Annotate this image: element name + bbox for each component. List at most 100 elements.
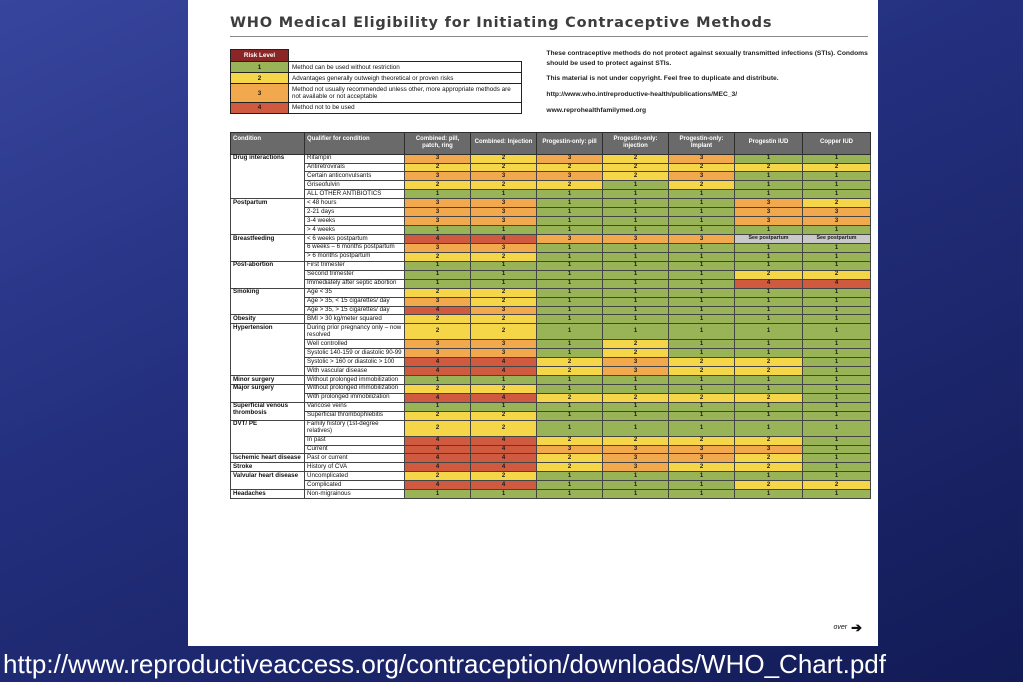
risk-cell: 1: [668, 242, 735, 253]
qualifier-cell: Current: [304, 444, 405, 455]
risk-cell: 3: [470, 171, 537, 182]
table-row: In past 4 4 2 2 2 2 1: [231, 435, 871, 446]
risk-legend: Risk Level 1 Method can be used without r…: [230, 49, 523, 115]
legend-text: Method not usually recommended unless ot…: [287, 83, 523, 103]
risk-cell: 1: [802, 323, 871, 341]
risk-cell: 3: [802, 207, 871, 218]
risk-cell: 1: [536, 216, 603, 227]
over-label: over: [833, 624, 848, 631]
risk-cell: 2: [470, 323, 537, 341]
risk-cell: 1: [802, 339, 871, 350]
risk-cell: 1: [536, 489, 603, 500]
risk-cell: 2: [602, 153, 669, 164]
risk-cell: 1: [470, 401, 537, 412]
risk-cell: 3: [404, 339, 471, 350]
risk-cell: 2: [470, 419, 537, 437]
risk-cell: 2: [802, 162, 871, 173]
risk-cell: 1: [734, 383, 803, 394]
risk-cell: 4: [470, 444, 537, 455]
risk-cell: 2: [470, 162, 537, 173]
page-title: WHO Medical Eligibility for Initiating C…: [230, 15, 773, 31]
risk-cell: 1: [668, 410, 735, 421]
risk-cell: 3: [602, 234, 669, 244]
risk-cell: 2: [470, 296, 537, 307]
risk-cell: 2: [602, 171, 669, 182]
qualifier-cell: With prolonged immobilization: [304, 392, 405, 403]
condition-cell: DVT/ PE: [230, 419, 305, 455]
table-row: Age > 35, < 15 cigarettes/ day 3 2 1 1 1 1 1: [231, 296, 871, 307]
risk-cell: 1: [602, 207, 669, 218]
qualifier-cell: > 4 weeks: [304, 225, 405, 236]
table-row: Current 4 4 3 3 3 3 1: [231, 444, 871, 455]
table-row: Minor surgery Without prolonged immobiliz…: [230, 375, 871, 385]
legend-row: 4 Method not to be used: [230, 101, 523, 115]
who-url: http://www.who.int/reproductive-health/p…: [546, 91, 738, 99]
risk-cell: 1: [404, 225, 471, 236]
risk-cell: 2: [668, 180, 735, 191]
risk-cell: 3: [536, 444, 603, 455]
qualifier-cell: > 6 months postpartum: [304, 251, 405, 262]
top-row: Risk Level 1 Method can be used without r…: [230, 49, 868, 122]
risk-cell: 1: [802, 296, 871, 307]
risk-cell: 4: [802, 278, 871, 289]
risk-cell: 1: [802, 153, 871, 164]
risk-cell: 4: [404, 462, 471, 473]
risk-cell: 2: [470, 180, 537, 191]
column-header: Progestin-only: Implant: [668, 131, 735, 155]
risk-cell: 2: [734, 366, 803, 377]
risk-cell: 2: [802, 269, 871, 280]
qualifier-cell: Varicose veins: [304, 401, 405, 412]
risk-cell: 1: [602, 278, 669, 289]
risk-cell: 3: [602, 444, 669, 455]
risk-cell: 1: [602, 323, 669, 341]
risk-cell: 4: [470, 462, 537, 473]
risk-cell: 2: [668, 162, 735, 173]
risk-cell: 1: [802, 462, 871, 473]
risk-cell: 1: [536, 401, 603, 412]
table-row: Well controlled 3 3 1 2 1 1 1: [231, 339, 871, 350]
risk-cell: 1: [602, 305, 669, 316]
risk-cell: 1: [536, 189, 603, 200]
risk-cell: 1: [668, 419, 735, 437]
sti-note: These contraceptive methods do not prote…: [546, 50, 868, 67]
qualifier-cell: History of CVA: [304, 462, 405, 473]
legend-blank-header: [289, 50, 522, 62]
risk-cell: 2: [536, 453, 603, 464]
risk-cell: 1: [404, 401, 471, 412]
qualifier-cell: Antiretrovirals: [304, 162, 405, 173]
risk-cell: 2: [734, 162, 803, 173]
risk-cell: 1: [734, 180, 803, 191]
risk-cell: 4: [404, 392, 471, 403]
qualifier-cell: Immediately after septic abortion: [304, 278, 405, 289]
condition-cell: Superficial venous thrombosis: [230, 401, 305, 421]
risk-cell: 4: [404, 366, 471, 377]
risk-cell: 1: [802, 366, 871, 377]
risk-cell: 1: [470, 269, 537, 280]
qualifier-cell: Uncomplicated: [304, 471, 405, 482]
risk-cell: 1: [536, 314, 603, 325]
risk-cell: 2: [734, 269, 803, 280]
risk-cell: 1: [668, 489, 735, 500]
risk-cell: 3: [734, 444, 803, 455]
risk-cell: 3: [404, 216, 471, 227]
risk-cell: 1: [536, 225, 603, 236]
risk-cell: 1: [470, 278, 537, 289]
qualifier-cell: Past or current: [304, 453, 405, 464]
risk-cell: 1: [668, 278, 735, 289]
risk-cell: 2: [536, 462, 603, 473]
risk-cell: 4: [470, 392, 537, 403]
table-row: Headaches Non-migrainous 1 1 1 1 1 1 1: [230, 489, 871, 500]
risk-cell: 1: [734, 171, 803, 182]
risk-cell: 1: [668, 189, 735, 200]
risk-cell: 1: [734, 419, 803, 437]
risk-cell: 1: [668, 260, 735, 271]
chart-panel: WHO Medical Eligibility for Initiating C…: [188, 0, 878, 646]
legend-row: 1 Method can be used without restriction: [230, 60, 523, 74]
risk-cell: 1: [404, 189, 471, 200]
qualifier-cell: Second trimester: [304, 269, 405, 280]
table-row: Major surgery Without prolonged immobiliz…: [230, 383, 871, 403]
risk-cell: 4: [470, 234, 537, 244]
table-row: ALL OTHER ANTIBIOTICS 1 1 1 1 1 1 1: [231, 189, 871, 200]
eligibility-table: Condition Qualifier for condition Combined…: [230, 131, 871, 500]
risk-cell: 1: [734, 260, 803, 271]
